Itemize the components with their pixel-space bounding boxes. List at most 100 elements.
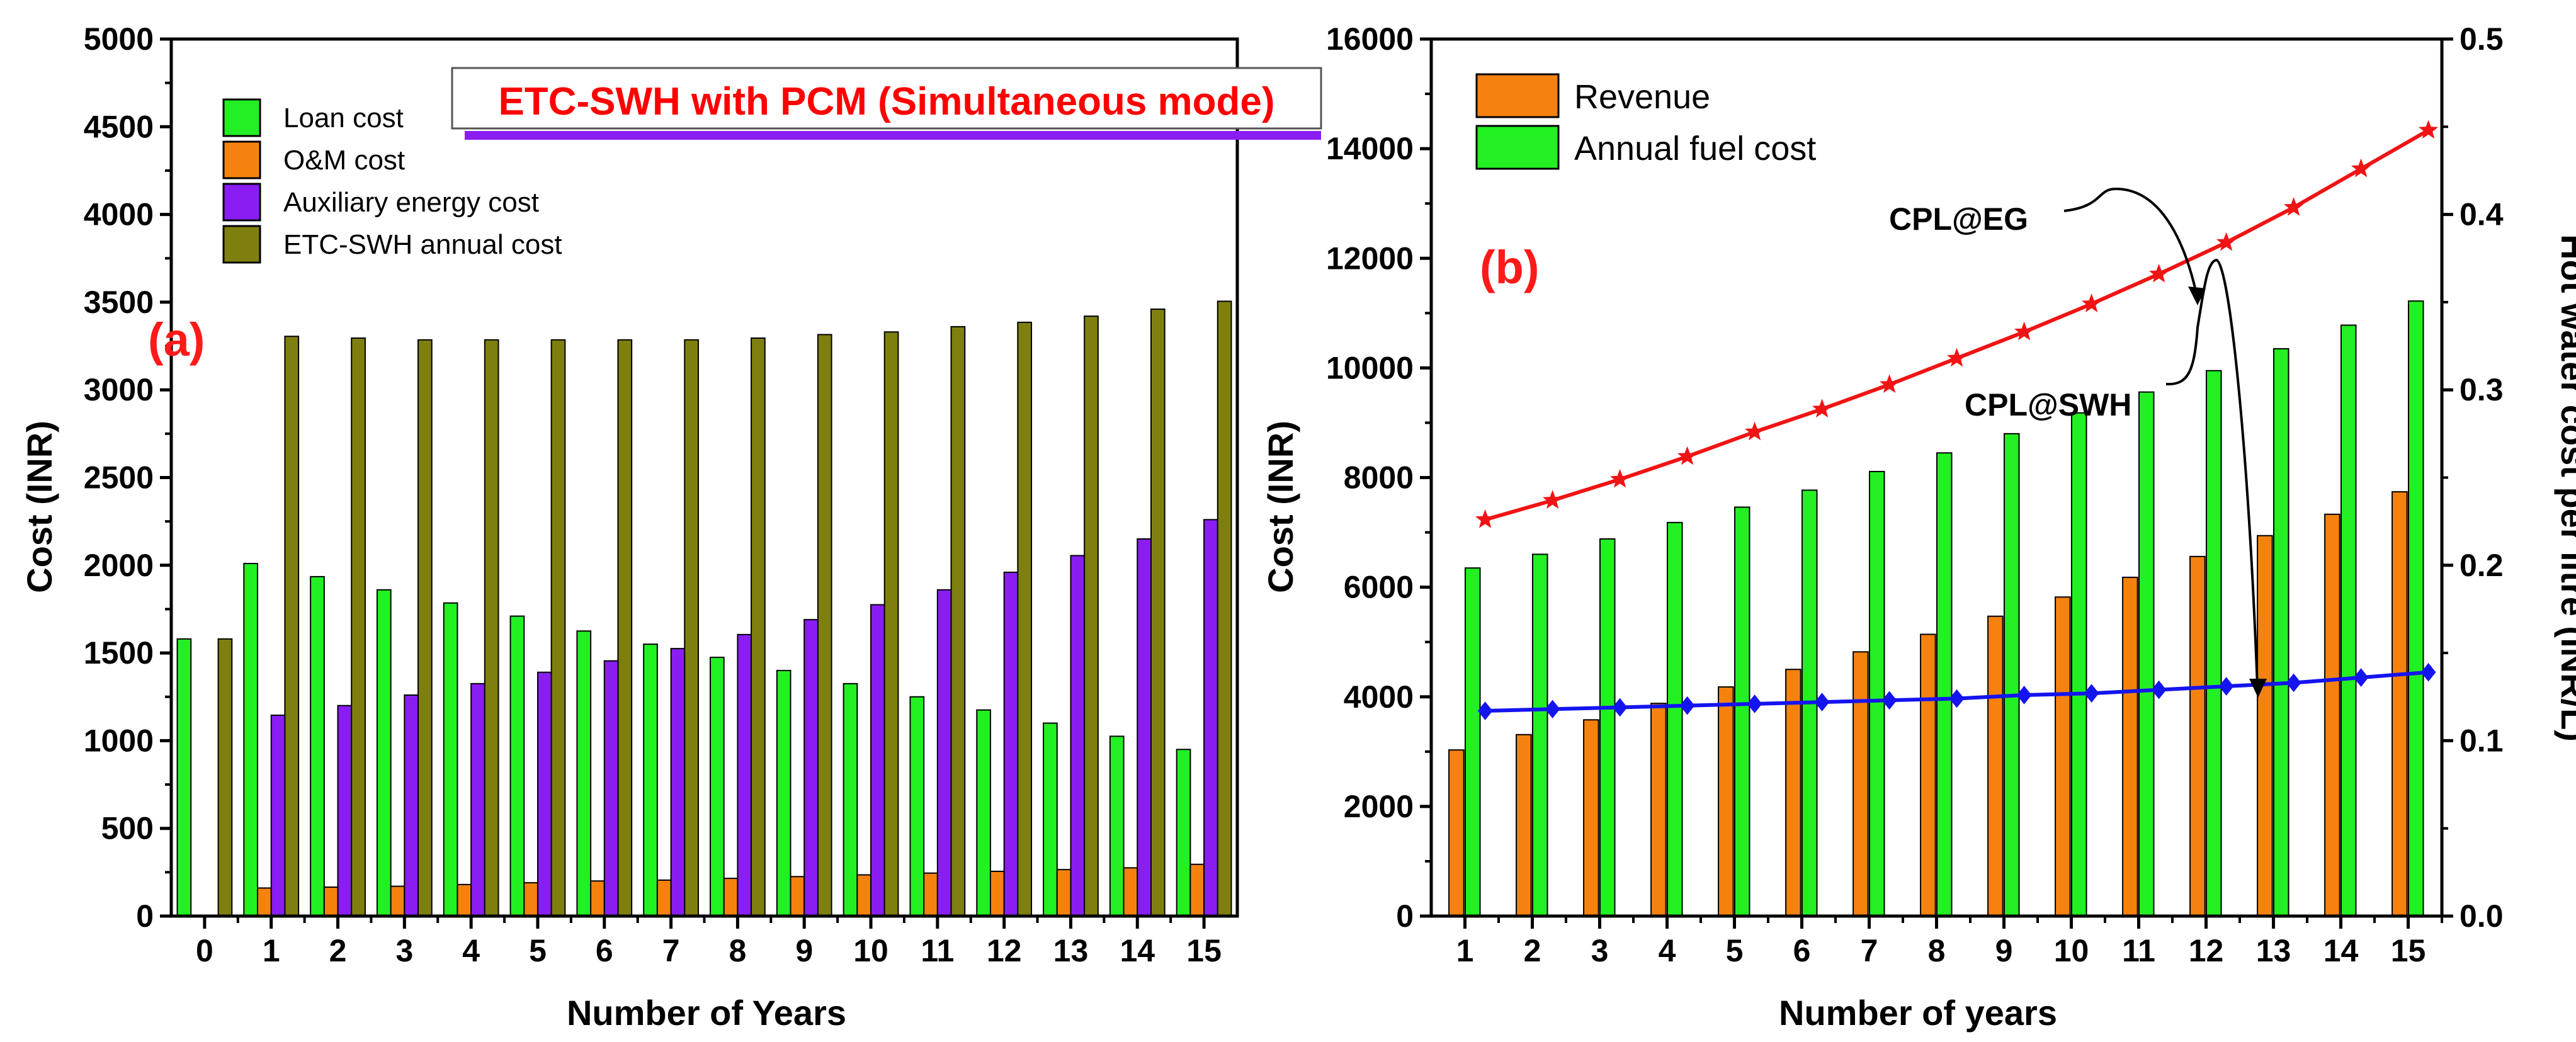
bar-loan-cost	[1109, 735, 1125, 917]
x-tick-label: 7	[662, 933, 680, 968]
x-tick-label: 5	[529, 933, 547, 968]
bar-etc-swh-annual-cost	[883, 331, 899, 917]
x-tick-label: 7	[1861, 933, 1878, 968]
bar-annual-fuel-cost	[1464, 567, 1481, 917]
x-tick-label: 4	[1659, 933, 1676, 968]
x-tick-label: 6	[1793, 933, 1811, 968]
y-tick-label: 500	[101, 811, 154, 846]
bar-om-cost	[790, 876, 805, 917]
bar-revenue	[1785, 669, 1801, 917]
bar-etc-swh-annual-cost	[1150, 309, 1166, 917]
bar-loan-cost	[976, 709, 991, 917]
annotation-cpl-swh-arrow	[2165, 258, 2259, 687]
annotation-cpl-swh: CPL@SWH	[1965, 387, 2131, 422]
legend-label-annual-fuel-cost: Annual fuel cost	[1574, 130, 1816, 167]
y2-tick-label: 0.1	[2460, 723, 2504, 758]
point-cpl-swh	[2218, 677, 2234, 696]
point-cpl-swh	[1949, 689, 1965, 708]
legend-swatch-etc-swh-annual-cost	[222, 225, 261, 264]
bar-om-cost	[257, 887, 272, 917]
annotation-cpl-eg: CPL@EG	[1889, 201, 2028, 237]
bar-revenue	[1987, 615, 2004, 917]
bar-auxiliary-energy-cost	[803, 619, 819, 917]
y-tick-label: 3500	[84, 285, 154, 320]
y-tick-label: 2500	[84, 460, 154, 496]
bar-loan-cost	[443, 602, 458, 917]
panel-b: 0 2000 4000 6000 8000 10000 12000 14000 16000 0.…	[1261, 21, 2576, 1033]
x-tick-label: 13	[2256, 933, 2291, 968]
bar-annual-fuel-cost	[2070, 412, 2087, 917]
bar-om-cost	[1123, 867, 1138, 917]
x-tick-label: 13	[1053, 933, 1089, 968]
bar-annual-fuel-cost	[2272, 348, 2289, 917]
point-cpl-eg	[1609, 468, 1630, 488]
annotation-cpl-eg-arrowhead	[2188, 286, 2206, 305]
bar-annual-fuel-cost	[1733, 506, 1750, 917]
bar-loan-cost	[843, 682, 858, 917]
point-cpl-swh	[2016, 686, 2032, 705]
x-tick-label: 15	[1186, 933, 1222, 968]
point-cpl-eg	[2014, 321, 2034, 341]
bar-revenue	[2324, 513, 2341, 917]
y-tick-label: 0	[136, 898, 154, 934]
bar-annual-fuel-cost	[2407, 300, 2424, 917]
bar-om-cost	[457, 883, 472, 917]
bar-revenue	[2055, 596, 2071, 917]
x-tick-label: 12	[987, 933, 1022, 968]
annotation-cpl-swh-arrowhead	[2249, 679, 2267, 698]
bar-etc-swh-annual-cost	[417, 339, 433, 917]
bar-revenue	[2257, 535, 2273, 917]
bar-revenue	[1718, 686, 1734, 917]
point-cpl-eg	[1475, 509, 1495, 528]
legend-label-revenue: Revenue	[1574, 78, 1710, 116]
bar-revenue	[2392, 491, 2408, 917]
x-tick-label: 8	[729, 933, 747, 968]
y2-tick-label: 0.5	[2460, 21, 2504, 57]
bar-etc-swh-annual-cost	[617, 339, 633, 917]
bar-om-cost	[390, 885, 406, 917]
x-tick-label: 2	[329, 933, 347, 968]
x-tick-label: 8	[1928, 933, 1946, 968]
y-tick-label: 4000	[1344, 679, 1414, 715]
point-cpl-swh	[1545, 699, 1560, 719]
legend-label-auxiliary-energy-cost: Auxiliary energy cost	[283, 187, 539, 218]
bar-auxiliary-energy-cost	[536, 671, 552, 917]
legend-swatch-om-cost	[222, 140, 261, 179]
bar-loan-cost	[776, 669, 792, 917]
point-cpl-swh	[1679, 696, 1695, 715]
bar-loan-cost	[1176, 749, 1191, 917]
bar-auxiliary-energy-cost	[936, 589, 952, 917]
point-cpl-eg	[1812, 399, 1832, 418]
x-tick-label: 9	[795, 933, 813, 968]
bar-loan-cost	[376, 589, 392, 917]
panel-b-lines	[1475, 120, 2439, 720]
chart-title: ETC-SWH with PCM (Simultaneous mode)	[498, 80, 1274, 123]
bar-annual-fuel-cost	[2003, 433, 2020, 917]
legend-label-om-cost: O&M cost	[283, 145, 405, 176]
y-tick-label: 4500	[84, 109, 154, 144]
legend-label-etc-swh-annual-cost: ETC-SWH annual cost	[283, 229, 562, 260]
bar-etc-swh-annual-cost	[1084, 315, 1099, 917]
point-cpl-eg	[2148, 263, 2169, 283]
bar-loan-cost	[509, 615, 525, 917]
legend-label-loan-cost: Loan cost	[283, 103, 404, 133]
bar-loan-cost	[576, 630, 592, 917]
bar-revenue	[1650, 703, 1667, 917]
panel-b-y2-axis-title: Hot water cost per litre (INR/L)	[2554, 234, 2576, 742]
bar-annual-fuel-cost	[1868, 470, 1885, 917]
panel-b-x-axis: 1 2 3 4 5 6 7 8 9 10 11 12 13 14 15	[1456, 916, 2443, 968]
x-tick-label: 1	[1456, 933, 1474, 968]
y-tick-label: 1500	[84, 635, 154, 671]
bar-loan-cost	[710, 657, 725, 917]
bar-om-cost	[1056, 869, 1072, 917]
panel-b-x-axis-title: Number of years	[1779, 993, 2057, 1033]
x-tick-label: 12	[2189, 933, 2224, 968]
bar-revenue	[2189, 555, 2206, 917]
bar-etc-swh-annual-cost	[751, 337, 766, 917]
bar-auxiliary-energy-cost	[404, 694, 419, 917]
y-tick-label: 6000	[1344, 570, 1414, 605]
bar-revenue	[1920, 633, 1936, 917]
point-cpl-eg	[1542, 490, 1563, 509]
bar-revenue	[1583, 719, 1599, 917]
